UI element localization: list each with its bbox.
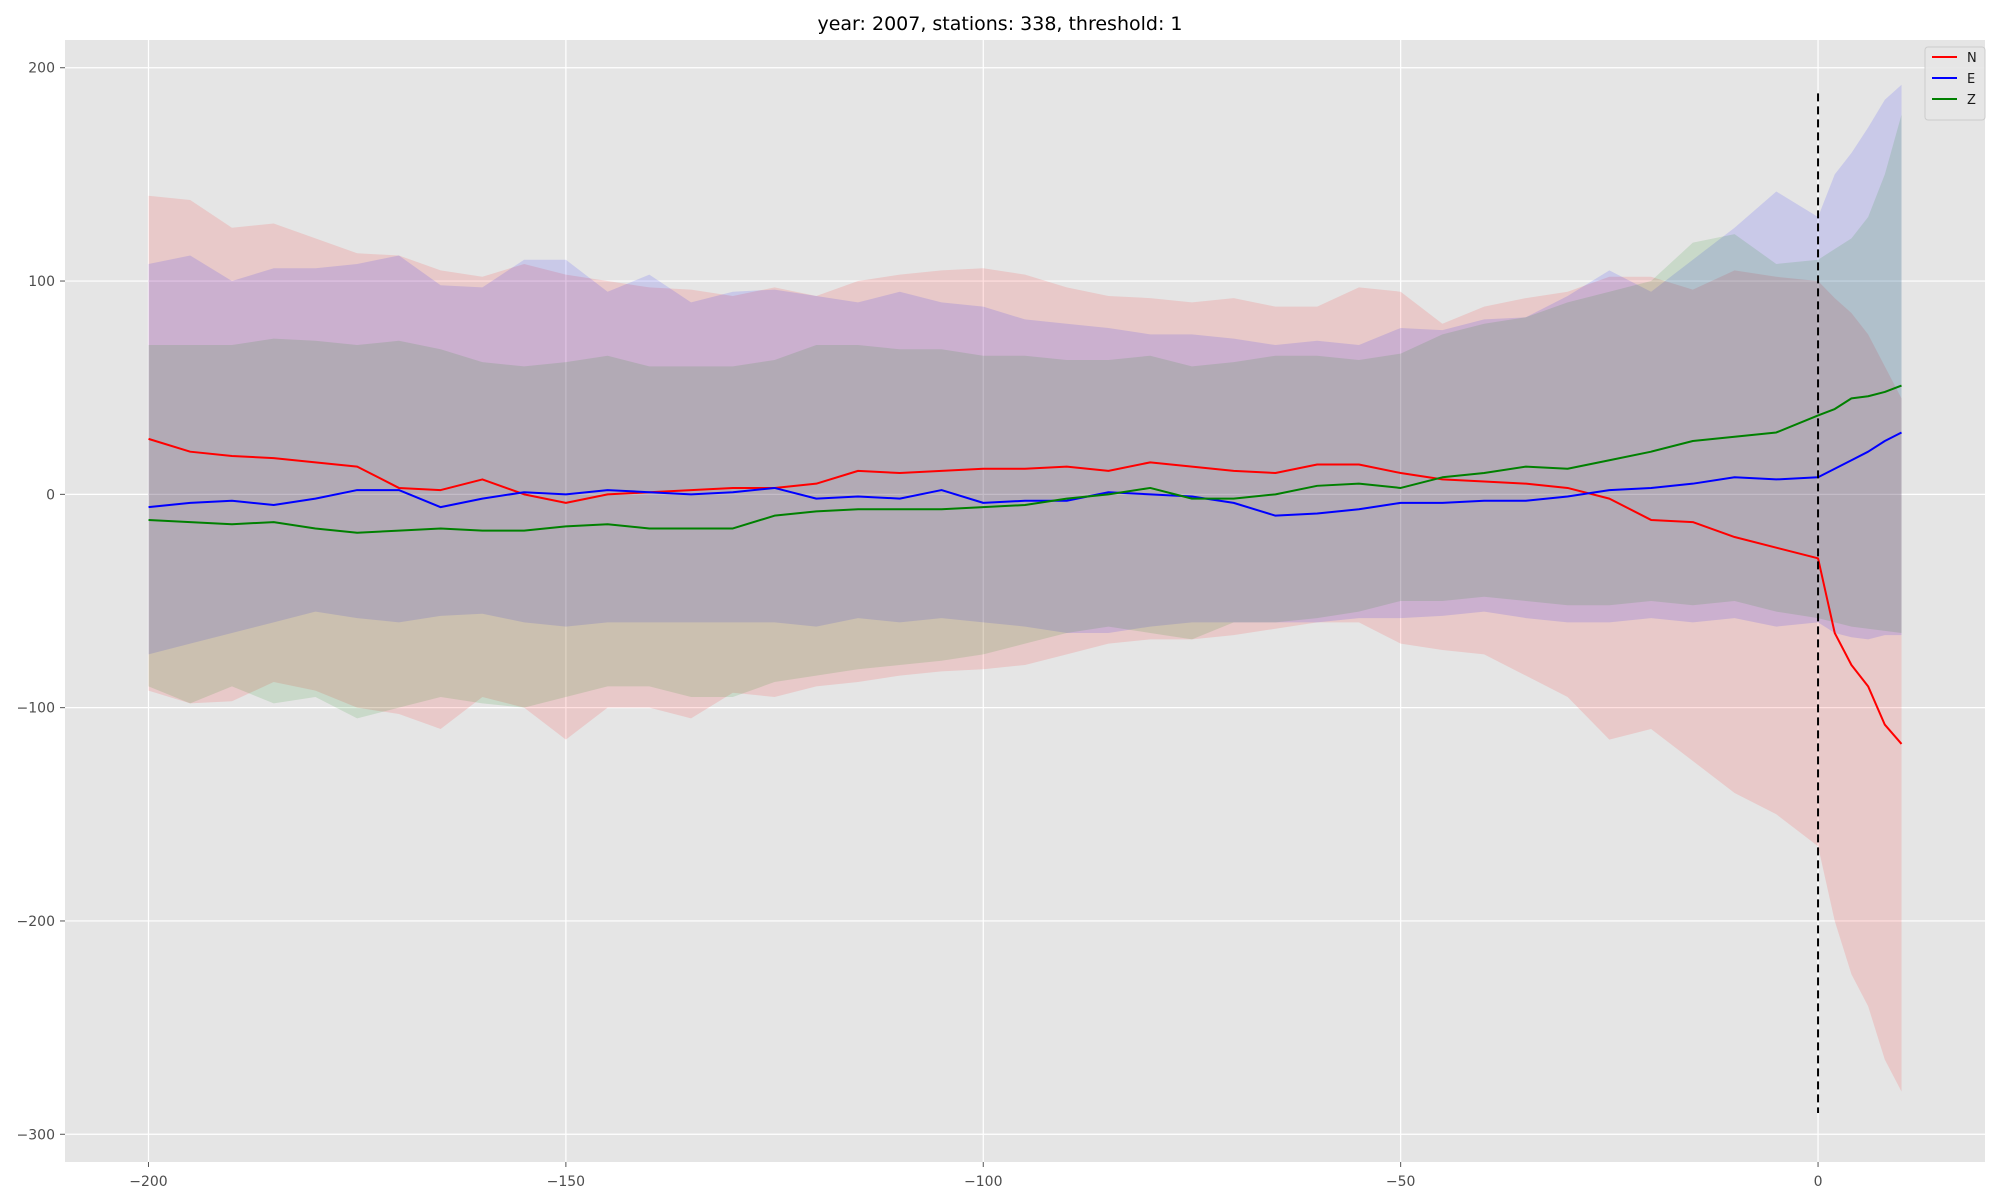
x-tick-label: −200 bbox=[129, 1174, 167, 1190]
legend-label-E: E bbox=[1967, 72, 1975, 87]
y-tick-label: 0 bbox=[46, 487, 55, 503]
series-lines bbox=[148, 384, 1903, 745]
y-tick-label: −300 bbox=[17, 1127, 55, 1143]
series-line-N bbox=[148, 437, 1903, 745]
legend-box bbox=[1924, 46, 1986, 121]
x-tick-label: −100 bbox=[964, 1174, 1002, 1190]
y-axis: 200 100 0 −100 −200 −300 bbox=[17, 61, 65, 1143]
y-tick-label: −100 bbox=[17, 701, 55, 717]
legend-label-N: N bbox=[1967, 51, 1977, 66]
chart-title: year: 2007, stations: 338, threshold: 1 bbox=[817, 13, 1182, 35]
legend-label-Z: Z bbox=[1967, 93, 1976, 108]
y-tick-label: 100 bbox=[28, 274, 55, 290]
legend: NEZ bbox=[1924, 46, 1986, 121]
confidence-bands bbox=[148, 84, 1902, 1092]
y-tick-label: 200 bbox=[28, 61, 55, 77]
band-N bbox=[148, 195, 1902, 1092]
y-tick-label: −200 bbox=[17, 914, 55, 930]
plot-area bbox=[65, 40, 1985, 1162]
series-line-Z bbox=[148, 384, 1902, 534]
x-tick-label: 0 bbox=[1814, 1174, 1823, 1190]
x-axis: −200 −150 −100 −50 0 bbox=[129, 1162, 1823, 1190]
x-tick-label: −50 bbox=[1386, 1174, 1416, 1190]
band-Z bbox=[148, 114, 1902, 719]
x-tick-label: −150 bbox=[547, 1174, 585, 1190]
gridlines bbox=[65, 40, 1985, 1162]
band-E bbox=[148, 84, 1902, 655]
